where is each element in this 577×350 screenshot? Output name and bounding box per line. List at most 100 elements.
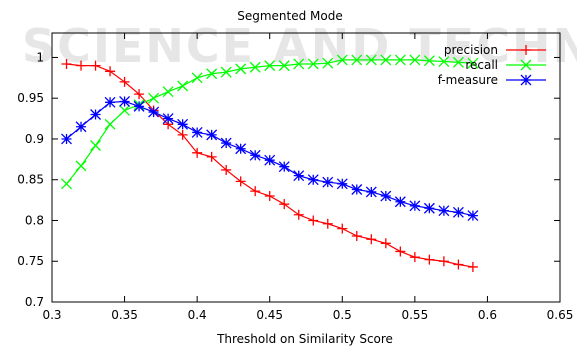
data-point-f-measure [351,184,363,195]
data-point-recall [438,56,450,67]
plot-frame [51,32,561,303]
x-tick-label: 0.4 [188,308,207,322]
legend-label-precision: precision [444,43,498,57]
data-point-f-measure [278,161,290,173]
data-point-precision [221,164,232,175]
y-tick-label: 0.8 [25,213,44,227]
x-tick-label: 0.6 [478,308,497,322]
data-point-precision [76,60,87,71]
data-point-precision [395,246,406,257]
data-point-recall [467,57,479,69]
data-point-precision [293,209,304,220]
legend-marker-precision [521,45,531,55]
legend-marker-recall [520,59,532,71]
data-point-recall [452,56,464,68]
series-recall [61,54,479,190]
y-tick-label: 0.9 [25,132,44,146]
x-tick-label: 0.5 [333,308,352,322]
y-tick-label: 0.95 [17,91,44,105]
data-point-f-measure [206,129,218,141]
data-point-recall [220,66,232,78]
data-point-precision [366,234,377,245]
data-point-precision [424,254,435,265]
data-point-f-measure [191,126,203,138]
data-point-f-measure [336,178,348,190]
data-point-f-measure [438,205,450,217]
data-point-recall [206,68,218,80]
series-line-precision [66,63,474,268]
data-point-recall [278,60,290,72]
data-point-f-measure [177,118,189,130]
data-point-recall [75,160,87,172]
legend-marker-f-measure [520,74,532,86]
data-point-precision [250,186,261,197]
data-point-precision [134,89,145,100]
data-point-recall [293,58,305,70]
data-point-recall [90,140,102,151]
data-point-recall [394,54,406,66]
y-tick-label: 1 [36,50,44,64]
x-axis-title: Threshold on Similarity Score [216,332,393,346]
legend-label-f-measure: f-measure [438,73,498,87]
series-line-recall [66,59,473,185]
data-point-recall [365,54,377,66]
data-point-precision [90,60,101,71]
data-point-f-measure [467,210,479,222]
y-tick-label: 0.85 [17,173,44,187]
data-point-precision [380,238,391,249]
data-point-precision [438,256,449,267]
data-point-f-measure [235,143,247,155]
data-point-precision [467,261,478,272]
data-point-f-measure [409,200,421,212]
data-point-precision [322,218,333,229]
data-point-f-measure [423,202,435,214]
data-point-f-measure [133,100,145,112]
x-tick-label: 0.35 [111,308,138,322]
data-point-precision [279,199,290,210]
series-f-measure [61,96,479,222]
data-point-precision [177,129,188,140]
data-point-f-measure [293,170,305,182]
data-point-precision [351,230,362,241]
data-point-precision [235,176,246,187]
data-point-f-measure [162,113,174,125]
data-point-recall [148,92,160,104]
x-tick-label: 0.55 [401,308,428,322]
data-point-recall [307,58,319,70]
plot-series [61,54,479,272]
y-tick-label: 0.7 [25,295,44,309]
data-point-precision [337,223,348,234]
data-point-f-measure [61,133,72,145]
x-tick-label: 0.3 [42,308,61,322]
data-point-precision [264,191,275,202]
data-point-precision [105,66,116,77]
data-point-f-measure [90,109,102,120]
data-point-precision [119,76,130,87]
data-point-f-measure [394,196,406,208]
data-point-recall [119,104,131,116]
data-point-f-measure [220,137,232,149]
data-point-precision [206,151,217,162]
data-point-f-measure [365,186,377,198]
data-point-recall [249,61,261,73]
data-point-recall [322,57,334,69]
data-point-recall [264,60,276,72]
data-point-f-measure [264,154,276,166]
data-point-recall [61,178,72,190]
series-precision [61,58,478,272]
data-point-recall [336,54,348,66]
data-point-f-measure [307,174,319,186]
data-point-precision [192,147,203,158]
data-point-recall [162,86,174,98]
x-tick-label: 0.45 [256,308,283,322]
data-point-f-measure [380,190,392,202]
data-point-f-measure [75,121,87,133]
data-point-precision [61,58,72,69]
data-point-f-measure [148,106,160,118]
data-point-recall [409,54,421,66]
legend-label-recall: recall [465,58,498,72]
data-point-f-measure [322,176,334,188]
y-tick-label: 0.75 [17,254,44,268]
data-point-f-measure [249,149,261,161]
data-point-f-measure [452,206,464,218]
